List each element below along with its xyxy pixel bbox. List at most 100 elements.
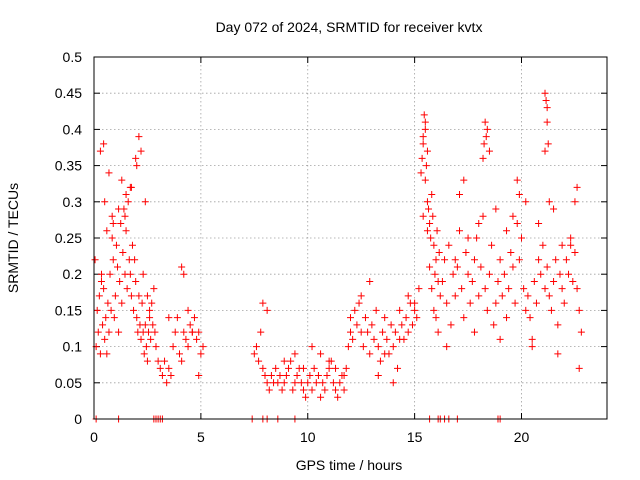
data-point: [554, 321, 562, 329]
data-point: [545, 292, 553, 300]
data-point: [496, 256, 504, 264]
data-point: [165, 314, 173, 322]
data-point: [100, 140, 108, 148]
data-point: [530, 277, 538, 285]
data-point: [252, 343, 260, 351]
data-point: [340, 372, 348, 380]
data-point: [161, 357, 169, 365]
data-point: [107, 306, 115, 314]
data-point: [560, 299, 568, 307]
data-point: [131, 256, 139, 264]
data-point: [518, 234, 525, 242]
data-point: [250, 350, 258, 358]
data-point: [132, 154, 140, 162]
data-point: [347, 328, 354, 336]
data-point: [321, 386, 329, 394]
y-tick-label: 0.15: [55, 302, 82, 318]
data-point: [195, 372, 203, 380]
data-point: [396, 335, 404, 343]
data-point: [122, 191, 130, 199]
data-point: [398, 321, 406, 329]
data-point: [379, 328, 387, 336]
data-point: [188, 328, 196, 336]
data-point: [443, 343, 451, 351]
data-point: [95, 292, 103, 300]
data-point: [154, 357, 162, 365]
data-point: [427, 234, 435, 242]
data-point: [428, 285, 436, 293]
data-point: [282, 372, 290, 380]
data-point: [142, 343, 150, 351]
y-tick-label: 0.25: [55, 230, 82, 246]
data-point: [135, 292, 143, 300]
data-point: [558, 285, 566, 293]
data-point: [325, 364, 333, 372]
data-point: [434, 328, 442, 336]
data-point: [145, 328, 153, 336]
data-point: [421, 118, 429, 126]
data-point: [171, 328, 179, 336]
data-point: [111, 292, 119, 300]
data-point: [422, 162, 430, 170]
data-point: [158, 372, 166, 380]
y-tick-label: 0: [74, 411, 82, 427]
data-point: [349, 335, 357, 343]
data-point: [419, 212, 427, 220]
data-point: [180, 270, 188, 278]
data-point: [456, 191, 464, 199]
data-point: [383, 335, 391, 343]
data-point: [93, 306, 101, 314]
data-point: [308, 343, 316, 351]
data-point: [133, 314, 141, 322]
data-point: [565, 270, 573, 278]
data-point: [347, 314, 354, 322]
data-point: [394, 364, 402, 372]
y-tick-label: 0.5: [63, 49, 83, 65]
data-point: [165, 364, 173, 372]
data-point: [532, 299, 540, 307]
data-point: [116, 277, 124, 285]
data-point: [513, 220, 521, 228]
data-point: [466, 299, 474, 307]
data-point: [535, 256, 543, 264]
data-point: [139, 270, 147, 278]
data-point: [293, 372, 301, 380]
data-point: [415, 285, 423, 293]
data-point: [299, 364, 307, 372]
data-point: [575, 364, 583, 372]
data-point: [199, 343, 207, 351]
data-point: [186, 321, 194, 329]
data-point: [498, 292, 506, 300]
data-point: [180, 328, 188, 336]
data-point: [133, 162, 141, 170]
data-point: [150, 285, 158, 293]
data-point: [195, 328, 203, 336]
data-point: [276, 372, 284, 380]
data-point: [425, 205, 433, 213]
data-point: [117, 220, 125, 228]
data-point: [190, 314, 198, 322]
chart-title: Day 072 of 2024, SRMTID for receiver kvt…: [216, 19, 483, 35]
data-point: [91, 256, 99, 264]
data-point: [261, 372, 269, 380]
data-point: [556, 270, 564, 278]
data-point: [541, 89, 549, 97]
data-point: [366, 277, 374, 285]
data-point: [289, 386, 297, 394]
data-point: [280, 357, 288, 365]
data-point: [285, 364, 293, 372]
data-point: [193, 335, 201, 343]
data-point: [344, 343, 352, 351]
data-point: [507, 248, 515, 256]
data-point: [419, 140, 427, 148]
data-point: [483, 306, 491, 314]
data-point: [396, 306, 404, 314]
data-point: [513, 176, 521, 184]
data-point: [453, 263, 461, 271]
data-point: [184, 306, 192, 314]
data-point: [462, 248, 470, 256]
data-point: [528, 335, 536, 343]
data-point: [550, 277, 558, 285]
data-point: [464, 234, 472, 242]
